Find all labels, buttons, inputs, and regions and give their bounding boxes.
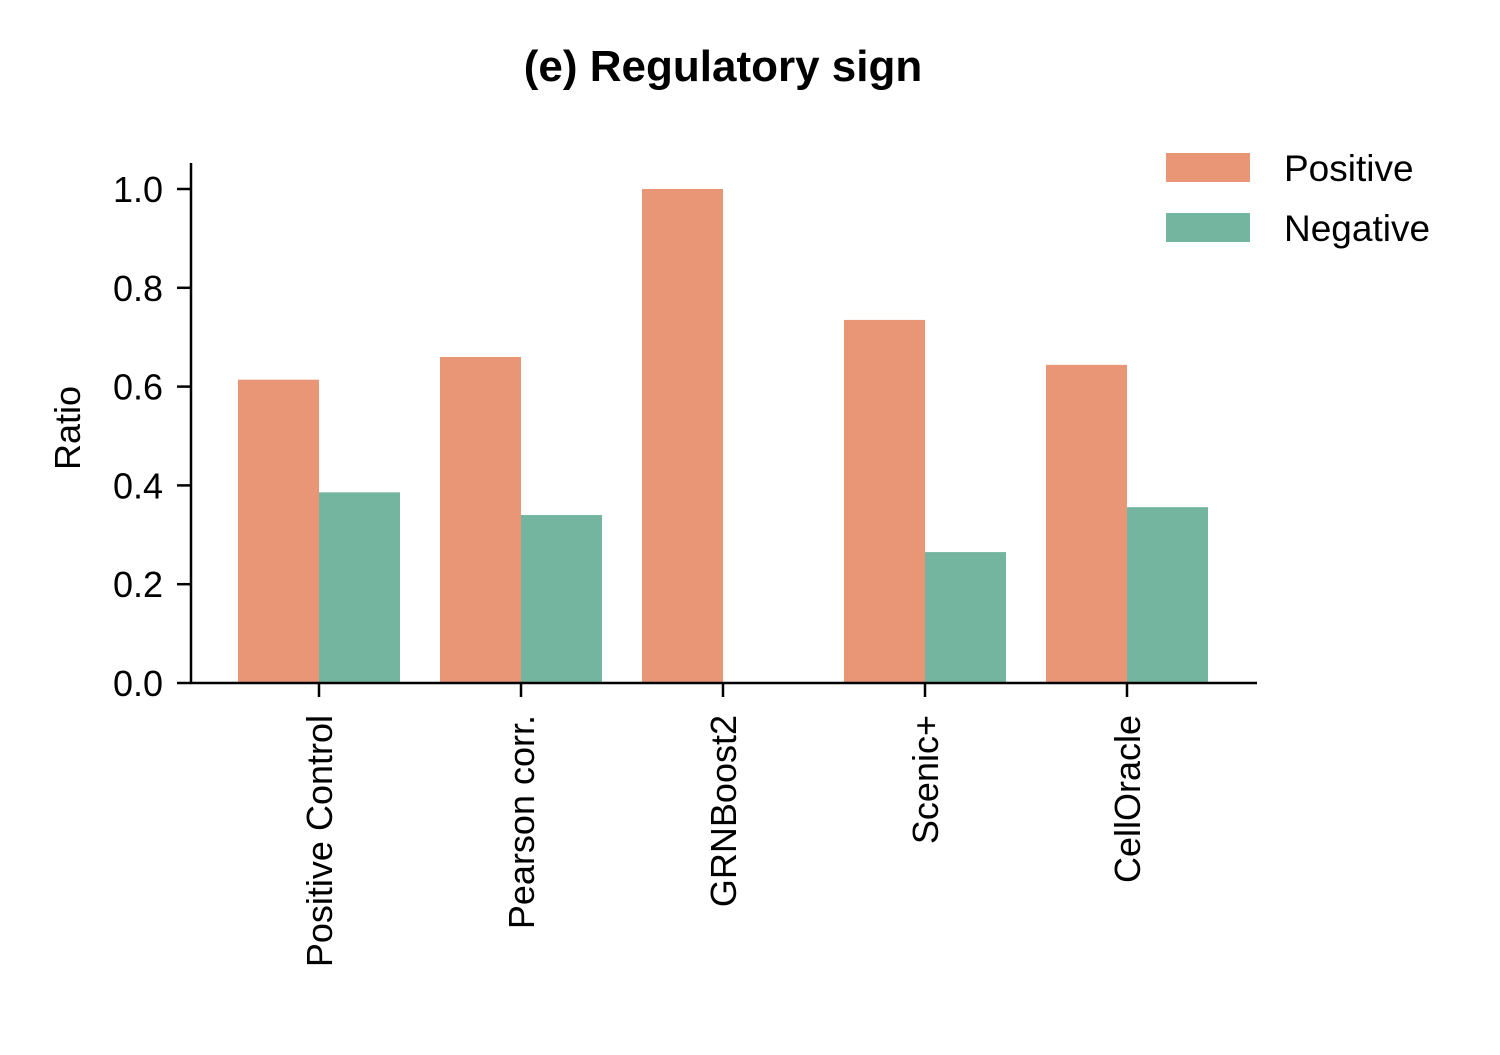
legend-swatch-negative	[1166, 213, 1250, 242]
x-tick-label-4: Scenic+	[905, 715, 946, 844]
x-tick-label-3: GRNBoost2	[703, 715, 744, 907]
bar-positive-3	[642, 189, 723, 683]
axes-group: 0.0 0.2 0.4 0.6 0.8 1.0 Positive Control Pearso…	[113, 163, 1257, 967]
bar-negative-5	[1127, 507, 1208, 683]
bar-positive-2	[440, 356, 521, 683]
x-tick-label-2: Pearson corr.	[501, 715, 542, 929]
y-tick-label-5: 1.0	[113, 169, 163, 210]
bar-negative-2	[521, 515, 602, 683]
bar-negative-1	[319, 492, 400, 683]
x-tick-label-5: CellOracle	[1107, 715, 1148, 883]
legend: Positive Negative	[1166, 148, 1430, 249]
x-tick-label-1: Positive Control	[299, 715, 340, 967]
y-tick-label-2: 0.4	[113, 465, 163, 506]
bars-group	[238, 189, 1208, 683]
legend-label-negative: Negative	[1284, 208, 1430, 249]
bar-positive-5	[1046, 364, 1127, 683]
y-axis-label: Ratio	[47, 386, 88, 470]
y-tick-label-0: 0.0	[113, 663, 163, 704]
y-tick-label-1: 0.2	[113, 564, 163, 605]
bar-positive-1	[238, 379, 319, 683]
y-tick-label-4: 0.8	[113, 268, 163, 309]
y-tick-label-3: 0.6	[113, 367, 163, 408]
bar-negative-4	[925, 552, 1006, 683]
chart-title: (e) Regulatory sign	[524, 42, 923, 91]
bar-positive-4	[844, 319, 925, 683]
legend-label-positive: Positive	[1284, 148, 1414, 189]
legend-swatch-positive	[1166, 153, 1250, 182]
